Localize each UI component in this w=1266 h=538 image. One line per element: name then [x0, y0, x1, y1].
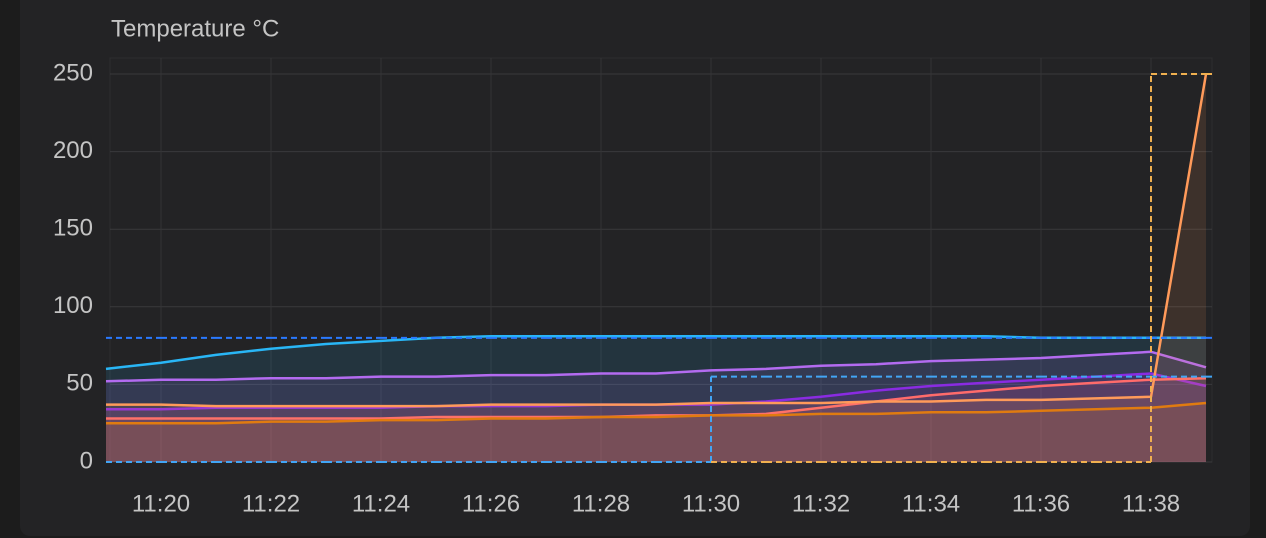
area-fill	[106, 336, 1206, 462]
series-line	[105, 335, 1206, 371]
y-tick-label: 200	[53, 137, 93, 164]
y-tick-label: 150	[53, 215, 93, 242]
area-fill	[106, 378, 1206, 462]
x-tick-label: 11:22	[242, 490, 300, 517]
chart-title: Temperature °C	[111, 15, 279, 42]
y-tick-label: 250	[53, 59, 93, 86]
y-tick-label: 100	[53, 292, 93, 319]
x-tick-label: 11:20	[132, 490, 190, 517]
x-tick-label: 11:28	[572, 490, 630, 517]
series-line	[105, 350, 1207, 383]
x-tick-label: 11:34	[902, 490, 960, 517]
area-fill	[106, 351, 1206, 462]
x-tick-label: 11:32	[792, 490, 850, 517]
y-tick-label: 0	[80, 447, 93, 474]
series-line	[106, 401, 1207, 425]
x-tick-label: 11:30	[682, 490, 740, 517]
x-tick-label: 11:24	[352, 490, 410, 517]
y-tick-label: 50	[66, 370, 93, 397]
series-line	[106, 376, 1207, 420]
area-fill	[106, 403, 1206, 462]
x-tick-label: 11:38	[1122, 490, 1180, 517]
x-tick-label: 11:36	[1012, 490, 1070, 517]
series-line	[106, 73, 1208, 408]
x-tick-label: 11:26	[462, 490, 520, 517]
